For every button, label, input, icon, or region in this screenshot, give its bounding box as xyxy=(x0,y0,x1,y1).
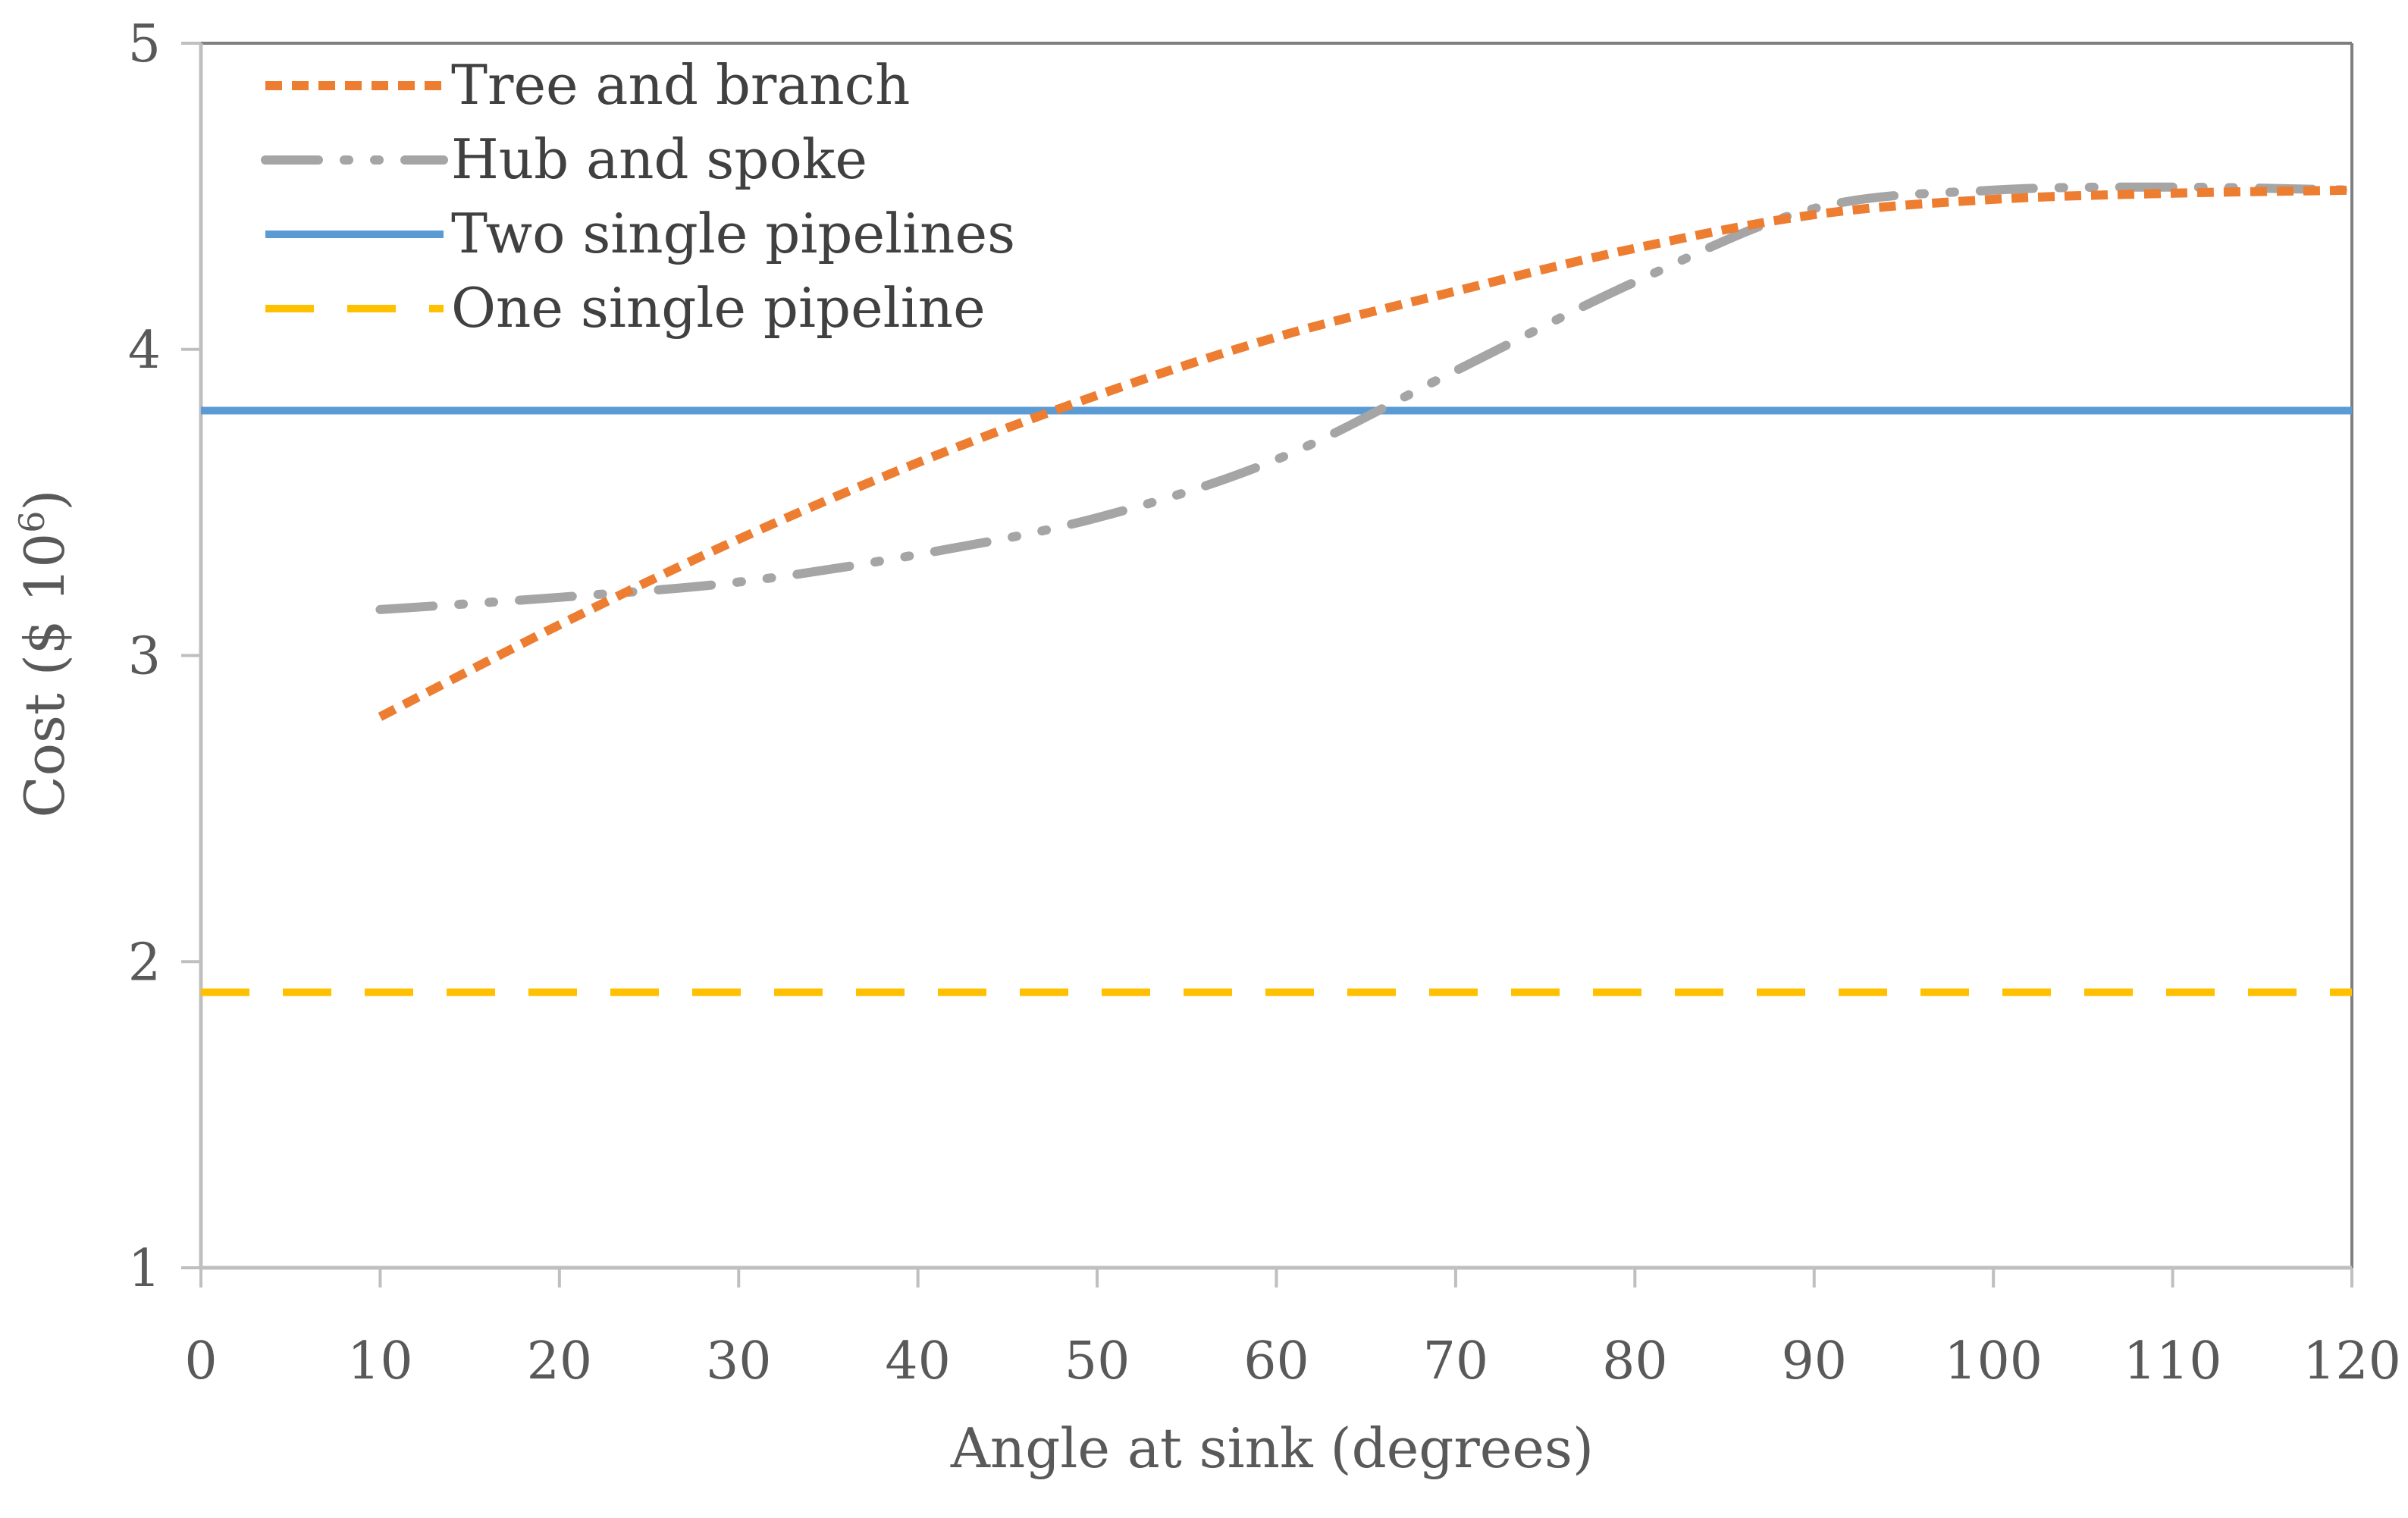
x-tick-label: 80 xyxy=(1602,1331,1668,1391)
x-tick-label: 20 xyxy=(527,1331,593,1391)
x-tick-label: 70 xyxy=(1423,1331,1489,1391)
x-tick-label: 60 xyxy=(1243,1331,1309,1391)
x-tick-label: 90 xyxy=(1781,1331,1847,1391)
x-tick-label: 40 xyxy=(885,1331,951,1391)
axes: 0 10 20 30 40 50 60 70 80 90 100 110 120 1 2 3 4 5 xyxy=(128,14,2401,1391)
x-axis-title: Angle at sink (degrees) xyxy=(950,1416,1594,1480)
legend-label-hub-and-spoke: Hub and spoke xyxy=(451,127,867,191)
x-tick-label: 50 xyxy=(1064,1331,1130,1391)
y-tick-label: 3 xyxy=(128,627,161,687)
series-group xyxy=(201,182,2356,996)
y-tick-label: 1 xyxy=(128,1239,161,1299)
series-line-tree-and-branch xyxy=(378,185,2353,721)
y-tick-label: 2 xyxy=(128,933,161,993)
y-tick-label: 4 xyxy=(128,321,161,381)
x-tick-label: 110 xyxy=(2124,1331,2222,1391)
legend: Tree and branch Hub and spoke Two single p… xyxy=(261,53,1015,340)
legend-label-tree-and-branch: Tree and branch xyxy=(451,53,910,117)
series-line-hub-and-spoke xyxy=(375,182,2356,614)
x-tick-label: 100 xyxy=(1944,1331,2043,1391)
legend-label-two-single-pipelines: Two single pipelines xyxy=(451,202,1015,265)
y-tick-label: 5 xyxy=(128,14,161,74)
y-axis-title-suffix: ) xyxy=(13,490,77,511)
x-tick-label: 30 xyxy=(706,1331,772,1391)
legend-label-one-single-pipeline: One single pipeline xyxy=(451,276,986,340)
y-axis-title-main: Cost ($ 10 xyxy=(13,533,77,818)
y-axis-title: Cost ($ 106) xyxy=(11,490,77,818)
x-tick-label: 120 xyxy=(2303,1331,2401,1391)
y-axis-title-superscript: 6 xyxy=(11,511,52,533)
x-tick-label: 10 xyxy=(347,1331,413,1391)
x-tick-label: 0 xyxy=(184,1331,217,1391)
